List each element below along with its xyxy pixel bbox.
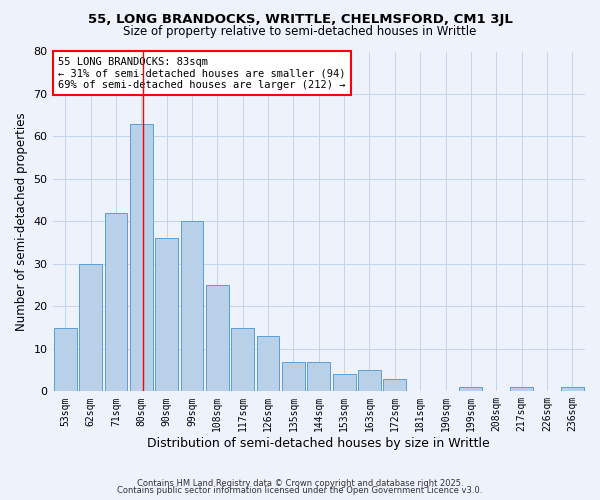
Text: 55 LONG BRANDOCKS: 83sqm
← 31% of semi-detached houses are smaller (94)
69% of s: 55 LONG BRANDOCKS: 83sqm ← 31% of semi-d… <box>58 56 346 90</box>
Bar <box>104 213 127 392</box>
Bar <box>383 378 406 392</box>
Bar <box>307 362 330 392</box>
Bar <box>460 387 482 392</box>
Bar <box>333 374 356 392</box>
Bar <box>130 124 152 392</box>
Text: Contains HM Land Registry data © Crown copyright and database right 2025.: Contains HM Land Registry data © Crown c… <box>137 478 463 488</box>
Bar <box>510 387 533 392</box>
Text: Size of property relative to semi-detached houses in Writtle: Size of property relative to semi-detach… <box>124 25 476 38</box>
Y-axis label: Number of semi-detached properties: Number of semi-detached properties <box>15 112 28 330</box>
Bar <box>155 238 178 392</box>
X-axis label: Distribution of semi-detached houses by size in Writtle: Distribution of semi-detached houses by … <box>148 437 490 450</box>
Bar <box>206 285 229 392</box>
Bar <box>231 328 254 392</box>
Bar <box>358 370 381 392</box>
Bar <box>257 336 280 392</box>
Bar <box>282 362 305 392</box>
Bar <box>561 387 584 392</box>
Text: Contains public sector information licensed under the Open Government Licence v3: Contains public sector information licen… <box>118 486 482 495</box>
Bar <box>181 222 203 392</box>
Text: 55, LONG BRANDOCKS, WRITTLE, CHELMSFORD, CM1 3JL: 55, LONG BRANDOCKS, WRITTLE, CHELMSFORD,… <box>88 12 512 26</box>
Bar <box>54 328 77 392</box>
Bar <box>79 264 102 392</box>
